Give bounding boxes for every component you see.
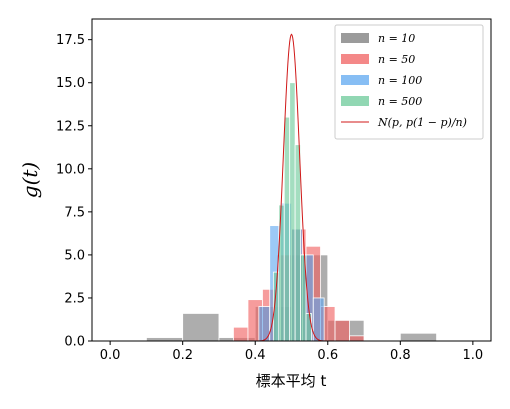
y-tick-label: 17.5 [56,33,85,48]
y-tick-label: 7.5 [64,205,85,220]
axes-frame [91,18,492,342]
x-tick-label: 0.8 [390,348,411,363]
y-axis-ticks: 0.0 2.5 5.0 7.5 10.0 12.5 15.0 17.5 [56,33,92,350]
bar-series4-bin2 [278,204,285,342]
bar-series2-bin9 [349,335,365,342]
x-tick-label: 0.2 [172,348,193,363]
legend-swatch-series3 [341,75,369,85]
legend-label-series1: n = 10 [378,32,415,45]
histogram-bars [146,82,437,342]
x-tick-label: 0.6 [317,348,338,363]
legend-label-series2: n = 50 [378,53,415,66]
x-tick-label: 1.0 [463,348,484,363]
x-tick-label: 0.4 [245,348,266,363]
legend-label-series4: n = 500 [378,95,422,108]
bar-series4-bin5 [294,144,301,342]
y-tick-label: 12.5 [56,119,85,134]
legend-label-series3: n = 100 [378,74,422,87]
y-tick-label: 5.0 [64,248,85,263]
bar-series2-bin1 [233,326,249,342]
y-tick-label: 15.0 [56,76,85,91]
x-axis-label: 標本平均 t [256,372,327,390]
bar-series1-bin7 [399,332,437,342]
legend: n = 10 n = 50 n = 100 n = 500 N(p, p(1 − p)/… [334,24,484,140]
bar-series4-bin4 [289,82,296,342]
x-tick-label: 0.0 [100,348,121,363]
legend-swatch-series1 [341,33,369,43]
bar-series4-bin7 [305,313,312,342]
y-tick-label: 10.0 [56,162,85,177]
bar-series1-bin2 [182,313,220,342]
bar-series1-bin1 [146,337,184,342]
y-tick-label: 0.0 [64,335,85,350]
x-axis-ticks: 0.0 0.2 0.4 0.6 0.8 1.0 [100,341,483,363]
y-tick-label: 2.5 [64,291,85,306]
legend-swatch-series4 [341,96,369,106]
legend-swatch-series2 [341,54,369,64]
bar-series3-bin6 [312,297,325,342]
bar-series4-bin3 [283,116,291,342]
y-axis-label: g(t) [18,162,42,198]
bar-series2-bin8 [334,319,350,342]
legend-label-series5: N(p, p(1 − p)/n) [377,116,467,129]
legend-box [334,24,484,140]
